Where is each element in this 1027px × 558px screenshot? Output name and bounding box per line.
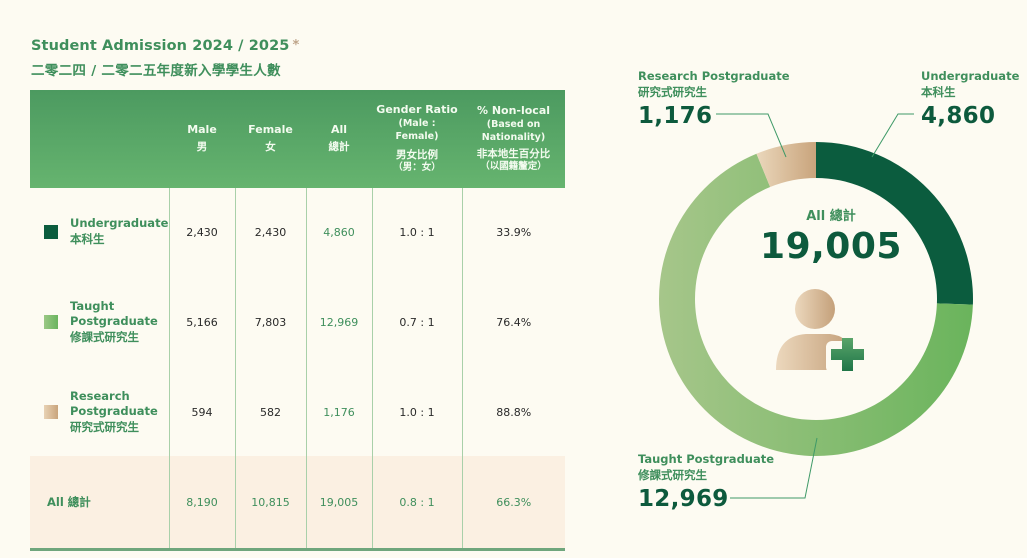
chart-label-taught-value: 12,969 — [638, 486, 729, 513]
chart-label-undergraduate-zh: 本科生 — [921, 85, 956, 100]
cell-ratio: 1.0 : 1 — [371, 188, 462, 276]
chart-label-undergraduate: Undergraduate 本科生 4,860 — [921, 68, 1019, 132]
chart-label-undergraduate-en: Undergraduate — [921, 69, 1020, 83]
cell-female: 582 — [234, 368, 306, 456]
chart-label-research-zh: 研究式研究生 — [638, 85, 707, 100]
table-header-row: Male 男 Female 女 All 總計 Gender Ratio (Male :… — [30, 90, 565, 188]
leader-line-undergraduate — [871, 113, 914, 158]
row-label-en: Undergraduate — [70, 216, 169, 231]
cell-nonlocal: 33.9% — [461, 188, 565, 276]
row-label: Undergraduate 本科生 — [70, 216, 168, 247]
header-nonlocal-en: % Non-local — [476, 104, 551, 118]
asterisk-note: * — [292, 38, 300, 53]
cell-female: 2,430 — [234, 188, 306, 276]
cell-all: 12,969 — [305, 276, 372, 368]
row-label-zh: 修課式研究生 — [70, 329, 139, 344]
cell-all: 1,176 — [305, 368, 372, 456]
header-male-zh: 男 — [196, 141, 208, 154]
chart-label-taught: Taught Postgraduate 修課式研究生 12,969 — [638, 451, 774, 515]
title-en-text: Student Admission 2024 / 2025 — [31, 38, 290, 54]
donut-slice-undergraduate — [816, 142, 973, 305]
add-person-icon — [776, 289, 868, 373]
header-non-local: % Non-local (Based on Nationality) 非本地生百… — [462, 90, 565, 188]
legend-swatch-research-postgraduate — [44, 404, 58, 419]
header-category — [30, 90, 169, 188]
cell-total-male: 8,190 — [168, 456, 235, 550]
header-ratio-sub: (Male : Female) — [395, 118, 439, 142]
cell-total-nonlocal: 66.3% — [461, 456, 565, 550]
title-block: Student Admission 2024 / 2025 * 二零二四 / 二零… — [31, 38, 299, 79]
row-label-en: Taught Postgraduate — [70, 298, 158, 329]
chart-label-taught-en: Taught Postgraduate — [638, 452, 775, 466]
cell-ratio: 0.7 : 1 — [371, 276, 462, 368]
cell-total-all: 19,005 — [305, 456, 372, 550]
cell-total-ratio: 0.8 : 1 — [371, 456, 462, 550]
row-label-cell: Research Postgraduate 研究式研究生 — [30, 368, 169, 456]
header-nonlocal-zh: 非本地生百分比 — [476, 147, 551, 160]
legend-swatch-taught-postgraduate — [44, 314, 58, 329]
leader-line-taught — [730, 437, 818, 499]
header-female-en: Female — [248, 123, 293, 137]
chart-label-undergraduate-value: 4,860 — [921, 103, 996, 130]
plus-cutout — [826, 341, 868, 373]
row-label-zh: 本科生 — [70, 232, 105, 246]
donut-center-value: 19,005 — [760, 226, 902, 267]
cell-male: 594 — [168, 368, 235, 456]
plus-icon — [831, 338, 864, 371]
header-ratio-zh: 男女比例 — [396, 148, 438, 161]
cell-nonlocal: 88.8% — [461, 368, 565, 456]
row-label: Research Postgraduate 研究式研究生 — [70, 389, 158, 436]
cell-male: 2,430 — [168, 188, 235, 276]
cell-nonlocal: 76.4% — [461, 276, 565, 368]
leader-line-research — [716, 113, 787, 158]
chart-label-research-value: 1,176 — [638, 103, 713, 130]
header-all-en: All — [330, 123, 348, 137]
page-title: Student Admission 2024 / 2025 * — [31, 38, 299, 54]
header-female-zh: 女 — [265, 141, 276, 154]
header-all-zh: 總計 — [328, 141, 350, 154]
header-all: All 總計 — [306, 90, 372, 188]
cell-ratio: 1.0 : 1 — [371, 368, 462, 456]
donut-slice-research-postgraduate — [756, 142, 816, 188]
row-label: Taught Postgraduate 修課式研究生 — [70, 299, 158, 346]
header-female: Female 女 — [235, 90, 306, 188]
total-label-cell: All 總計 — [30, 456, 169, 550]
header-male-en: Male — [187, 123, 217, 137]
row-label-en: Research Postgraduate — [70, 388, 158, 419]
header-gender-ratio: Gender Ratio (Male : Female) 男女比例 （男：女） — [372, 90, 462, 188]
table-row-research-postgraduate: Research Postgraduate 研究式研究生 594 582 1,176… — [30, 368, 565, 456]
total-label: All 總計 — [47, 495, 91, 509]
row-label-cell: Taught Postgraduate 修課式研究生 — [30, 276, 169, 368]
legend-swatch-undergraduate — [44, 225, 58, 239]
donut-slice-taught-postgraduate — [659, 153, 973, 456]
admission-table: Male 男 Female 女 All 總計 Gender Ratio (Male :… — [30, 90, 565, 551]
header-nonlocal-zh-sub: （以國籍釐定） — [480, 160, 547, 172]
chart-label-taught-zh: 修課式研究生 — [638, 468, 707, 483]
table-row-taught-postgraduate: Taught Postgraduate 修課式研究生 5,166 7,803 12,… — [30, 276, 565, 368]
chart-label-research: Research Postgraduate 研究式研究生 1,176 — [638, 68, 790, 132]
row-label-zh: 研究式研究生 — [70, 419, 139, 434]
header-ratio-zh-sub: （男：女） — [393, 161, 441, 173]
cell-male: 5,166 — [168, 276, 235, 368]
table-row-total: All 總計 8,190 10,815 19,005 0.8 : 1 66.3% — [30, 456, 565, 550]
page-title-zh: 二零二四 / 二零二五年度新入學學生人數 — [31, 63, 281, 79]
header-male: Male 男 — [169, 90, 235, 188]
chart-label-research-en: Research Postgraduate — [638, 69, 790, 83]
donut-center-label: All 總計 — [806, 209, 856, 224]
person-body — [776, 334, 850, 370]
table-row-undergraduate: Undergraduate 本科生 2,430 2,430 4,860 1.0 :… — [30, 188, 565, 276]
cell-female: 7,803 — [234, 276, 306, 368]
cell-all: 4,860 — [305, 188, 372, 276]
person-head — [795, 289, 835, 329]
cell-total-female: 10,815 — [234, 456, 306, 550]
header-ratio-en: Gender Ratio — [376, 103, 458, 117]
header-nonlocal-sub: (Based on Nationality) — [481, 119, 546, 143]
row-label-cell: Undergraduate 本科生 — [30, 188, 169, 276]
